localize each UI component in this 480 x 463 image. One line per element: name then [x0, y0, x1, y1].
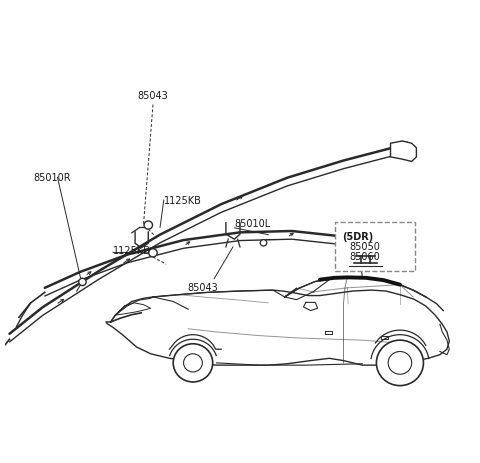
Circle shape — [173, 344, 213, 382]
Circle shape — [149, 249, 157, 257]
Text: 85060: 85060 — [349, 251, 380, 261]
Text: 85010L: 85010L — [234, 219, 271, 228]
Polygon shape — [391, 142, 416, 162]
Text: (5DR): (5DR) — [342, 232, 373, 242]
Circle shape — [376, 340, 423, 386]
Text: 85043: 85043 — [138, 91, 168, 101]
Circle shape — [260, 240, 267, 246]
Circle shape — [183, 354, 203, 372]
Circle shape — [144, 221, 153, 230]
Text: 85043: 85043 — [187, 282, 218, 292]
Text: 85050: 85050 — [349, 242, 380, 252]
Circle shape — [79, 279, 86, 286]
FancyBboxPatch shape — [336, 223, 416, 272]
Text: 85010R: 85010R — [33, 173, 71, 183]
Text: 1125KB: 1125KB — [164, 196, 202, 206]
Circle shape — [388, 352, 412, 375]
Text: 1125KB: 1125KB — [113, 245, 151, 256]
Polygon shape — [367, 238, 397, 258]
